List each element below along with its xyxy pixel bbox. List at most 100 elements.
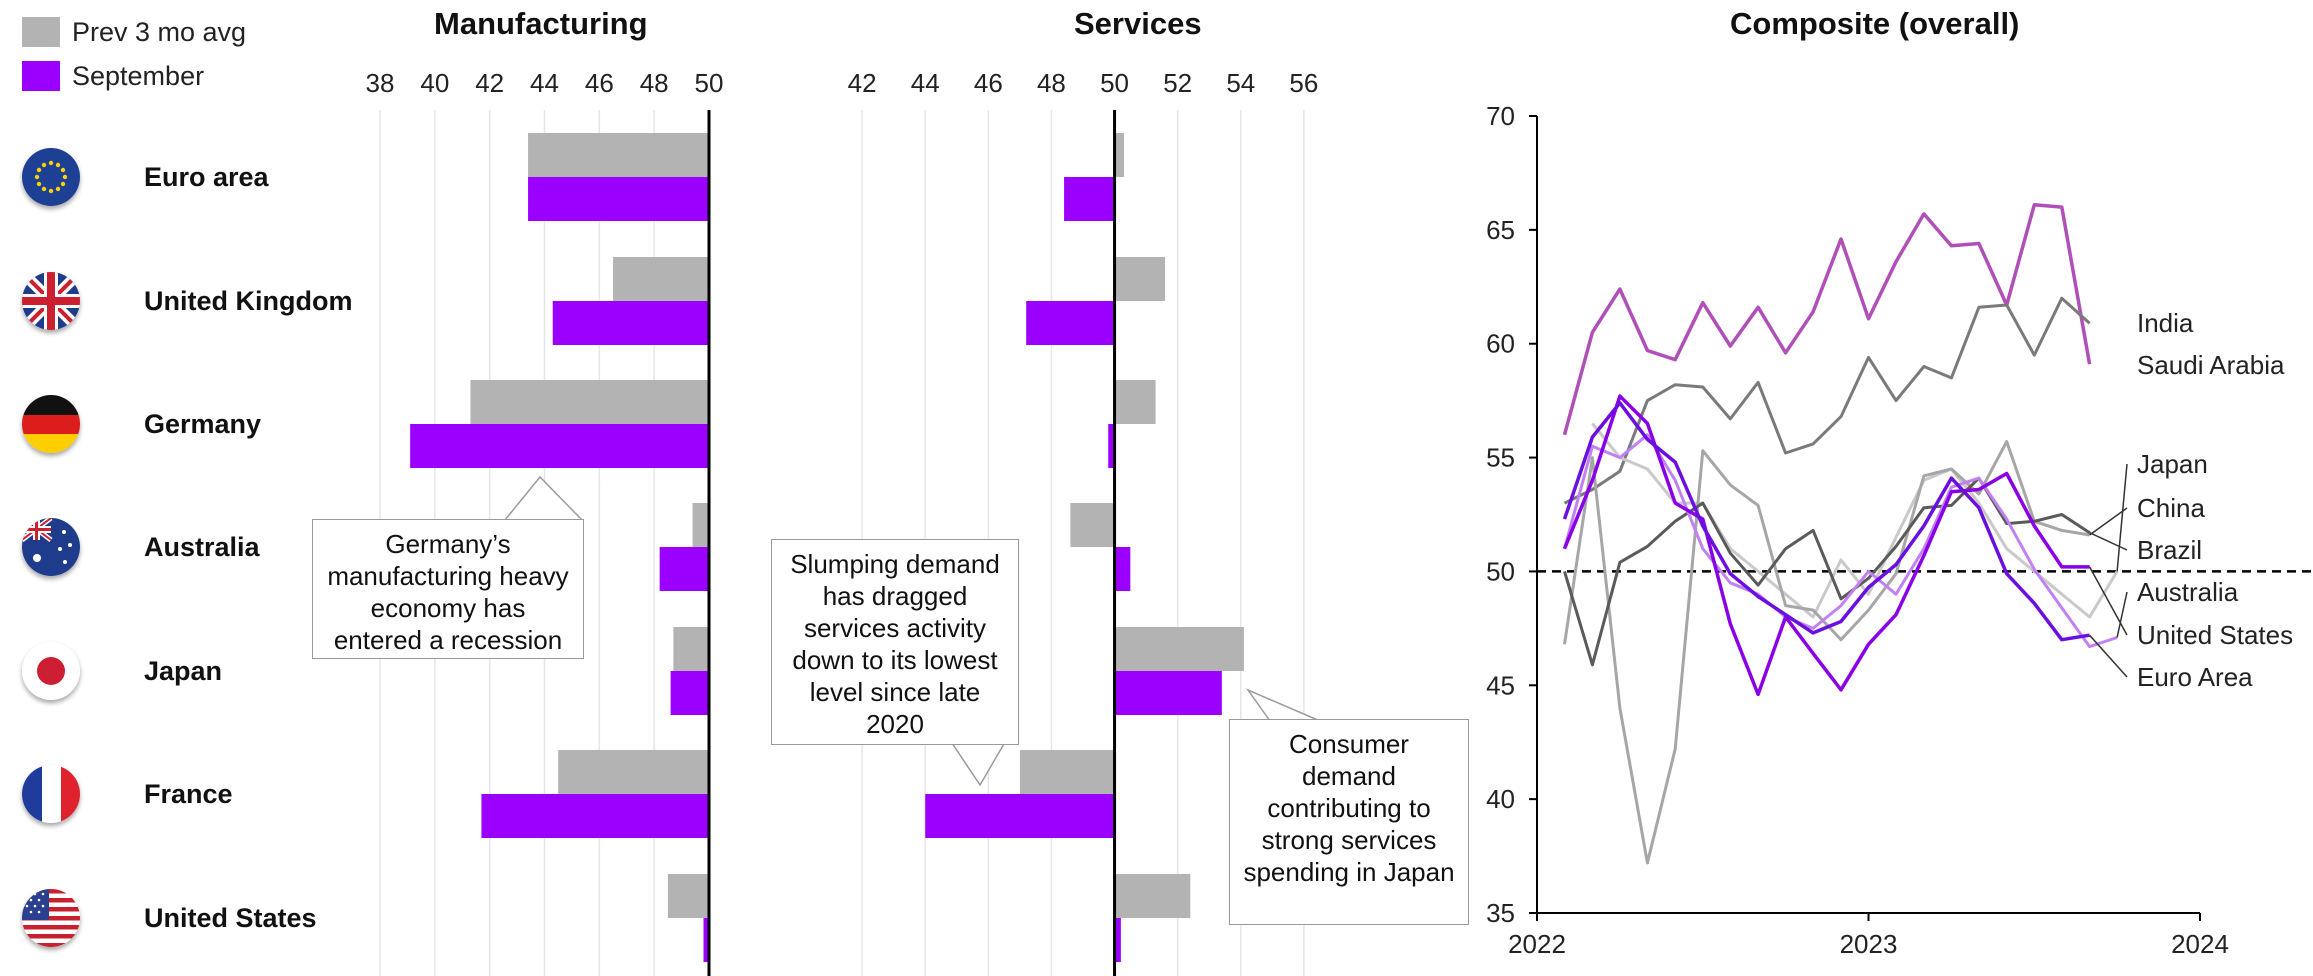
x-tick-label: 2024 — [2171, 929, 2229, 959]
legend-label-september: September — [72, 60, 205, 91]
country-row-australia: Australia — [22, 512, 260, 582]
leader-line-japan — [2116, 463, 2128, 572]
country-name: France — [144, 778, 233, 809]
series-line-india — [1562, 203, 2092, 436]
tick-label: 42 — [475, 68, 504, 98]
legend-swatch-prev — [22, 17, 60, 47]
bar-september — [1114, 671, 1222, 715]
bar-prev — [1114, 257, 1166, 301]
tick-label: 50 — [1100, 68, 1129, 98]
legend-swatch-september — [22, 61, 60, 91]
bar-prev — [1114, 874, 1191, 918]
bar-prev — [667, 874, 709, 918]
bar-september — [481, 794, 709, 838]
bar-september — [1064, 177, 1115, 221]
legend: Prev 3 mo avg September — [22, 10, 246, 98]
y-tick-label: 70 — [1486, 101, 1515, 131]
country-name: United Kingdom — [144, 285, 353, 316]
tick-label: 50 — [695, 68, 724, 98]
y-tick-label: 45 — [1486, 670, 1515, 700]
callout-japan-services: Consumer demand contributing to strong s… — [1229, 719, 1469, 925]
leader-line-brazil — [2089, 532, 2128, 551]
composite-chart: 35 40 45 50 55 60 65 70 2022 2023 2024 India Saudi A… — [1486, 101, 2313, 959]
callout-germany: Germany’s manufacturing heavy economy ha… — [312, 519, 584, 659]
country-name: United States — [144, 902, 317, 933]
bar-prev — [613, 257, 709, 301]
bar-september — [1108, 424, 1115, 468]
manufacturing-title: Manufacturing — [434, 6, 648, 41]
y-tick-label: 50 — [1486, 556, 1515, 586]
tick-label: 46 — [974, 68, 1003, 98]
leader-line-euro-area — [2089, 634, 2128, 678]
series-line-australia — [1563, 433, 2118, 649]
bar-prev — [1114, 133, 1125, 177]
bar-september — [528, 177, 709, 221]
tick-label: 38 — [366, 68, 395, 98]
series-line-united-states — [1562, 394, 2090, 697]
bar-september — [552, 301, 709, 345]
tick-label: 48 — [640, 68, 669, 98]
country-name: Japan — [144, 655, 223, 686]
bar-september — [670, 671, 709, 715]
tick-label: 46 — [585, 68, 614, 98]
services-title: Services — [1074, 6, 1202, 41]
series-label-united-states: United States — [2137, 620, 2293, 650]
leader-line-china — [2089, 507, 2128, 536]
series-label-china: China — [2137, 493, 2205, 523]
germany-flag-icon — [22, 395, 80, 453]
australia-flag-icon — [22, 518, 80, 576]
leader-line-united-states — [2088, 566, 2128, 636]
y-tick-label: 60 — [1486, 329, 1515, 359]
bar-september — [703, 918, 709, 962]
manufacturing-chart: 38 40 42 44 46 48 50 — [366, 68, 724, 976]
series-line-euro-area — [1562, 401, 2090, 642]
japan-flag-icon — [22, 642, 80, 700]
tick-label: 44 — [530, 68, 559, 98]
series-line-japan — [1591, 422, 2119, 619]
bar-september — [659, 547, 709, 591]
tick-label: 54 — [1226, 68, 1255, 98]
leader-line-australia — [2116, 591, 2128, 638]
series-label-euro-area: Euro Area — [2137, 662, 2253, 692]
bar-prev — [673, 627, 709, 671]
bar-september — [1114, 547, 1131, 591]
series-label-australia: Australia — [2137, 577, 2239, 607]
country-name: Euro area — [144, 161, 269, 192]
tick-label: 52 — [1163, 68, 1192, 98]
legend-item-september: September — [22, 54, 246, 98]
country-row-united-states: United States — [22, 883, 317, 953]
legend-item-prev: Prev 3 mo avg — [22, 10, 246, 54]
country-name: Australia — [144, 531, 260, 562]
euro-flag-icon — [22, 148, 80, 206]
series-label-japan: Japan — [2137, 449, 2208, 479]
tick-label: 48 — [1037, 68, 1066, 98]
bar-prev — [1019, 750, 1115, 794]
x-tick-label: 2023 — [1840, 929, 1898, 959]
series-label-brazil: Brazil — [2137, 535, 2202, 565]
country-row-japan: Japan — [22, 636, 222, 706]
series-line-saudi-arabia — [1563, 296, 2091, 505]
bar-prev — [1070, 503, 1115, 547]
series-label-india: India — [2137, 308, 2194, 338]
bar-prev — [1114, 380, 1156, 424]
tick-label: 40 — [420, 68, 449, 98]
composite-title: Composite (overall) — [1730, 6, 2020, 41]
y-tick-label: 35 — [1486, 898, 1515, 928]
bar-prev — [558, 750, 709, 794]
services-chart: 42 44 46 48 50 52 54 56 — [848, 68, 1318, 976]
x-tick-label: 2022 — [1508, 929, 1566, 959]
bar-september — [1026, 301, 1115, 345]
tick-label: 44 — [911, 68, 940, 98]
tick-label: 56 — [1289, 68, 1318, 98]
y-tick-label: 55 — [1486, 443, 1515, 473]
y-tick-label: 40 — [1486, 784, 1515, 814]
callout-services-slump: Slumping demand has dragged services act… — [771, 539, 1019, 745]
bar-prev — [470, 380, 709, 424]
bar-prev — [1114, 627, 1244, 671]
country-row-germany: Germany — [22, 389, 261, 459]
bar-september — [410, 424, 709, 468]
bar-september — [925, 794, 1115, 838]
france-flag-icon — [22, 765, 80, 823]
